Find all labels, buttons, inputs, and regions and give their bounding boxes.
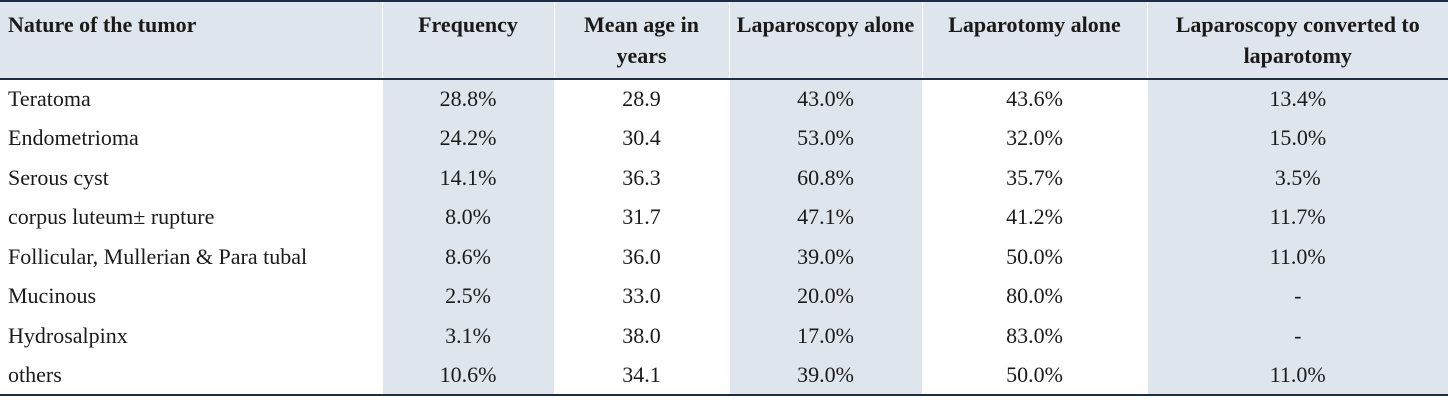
cell-converted: - xyxy=(1146,316,1448,356)
cell-mean-age: 30.4 xyxy=(553,118,729,158)
header-laparoscopy-alone: Laparoscopy alone xyxy=(728,1,922,79)
table-row: Mucinous 2.5% 33.0 20.0% 80.0% - xyxy=(0,276,1448,316)
cell-laparotomy-alone: 50.0% xyxy=(921,237,1147,277)
cell-converted: - xyxy=(1146,276,1448,316)
header-frequency: Frequency xyxy=(381,1,554,79)
cell-nature: corpus luteum± rupture xyxy=(0,197,382,237)
cell-nature: Mucinous xyxy=(0,276,382,316)
table-row: others 10.6% 34.1 39.0% 50.0% 11.0% xyxy=(0,355,1448,396)
cell-mean-age: 34.1 xyxy=(553,355,729,396)
cell-frequency: 2.5% xyxy=(381,276,554,316)
table-row: corpus luteum± rupture 8.0% 31.7 47.1% 4… xyxy=(0,197,1448,237)
cell-converted: 13.4% xyxy=(1146,79,1448,119)
cell-mean-age: 28.9 xyxy=(553,79,729,119)
cell-frequency: 14.1% xyxy=(381,158,554,198)
cell-nature: Follicular, Mullerian & Para tubal xyxy=(0,237,382,277)
cell-converted: 11.0% xyxy=(1146,355,1448,396)
cell-mean-age: 36.0 xyxy=(553,237,729,277)
cell-laparotomy-alone: 80.0% xyxy=(921,276,1147,316)
cell-frequency: 8.6% xyxy=(381,237,554,277)
cell-frequency: 10.6% xyxy=(381,355,554,396)
cell-laparotomy-alone: 32.0% xyxy=(921,118,1147,158)
cell-laparoscopy-alone: 39.0% xyxy=(728,355,922,396)
table-header: Nature of the tumor Frequency Mean age i… xyxy=(0,1,1448,79)
header-converted: Laparoscopy converted to laparotomy xyxy=(1146,1,1448,79)
header-nature: Nature of the tumor xyxy=(8,12,197,37)
cell-laparotomy-alone: 50.0% xyxy=(921,355,1147,396)
table-row: Endometrioma 24.2% 30.4 53.0% 32.0% 15.0… xyxy=(0,118,1448,158)
cell-laparoscopy-alone: 53.0% xyxy=(728,118,922,158)
cell-mean-age: 36.3 xyxy=(553,158,729,198)
cell-nature: Endometrioma xyxy=(0,118,382,158)
cell-nature: others xyxy=(0,355,382,396)
cell-frequency: 8.0% xyxy=(381,197,554,237)
cell-laparoscopy-alone: 20.0% xyxy=(728,276,922,316)
table-row: Hydrosalpinx 3.1% 38.0 17.0% 83.0% - xyxy=(0,316,1448,356)
cell-nature: Teratoma xyxy=(0,79,382,119)
cell-mean-age: 33.0 xyxy=(553,276,729,316)
cell-frequency: 28.8% xyxy=(381,79,554,119)
table-row: Serous cyst 14.1% 36.3 60.8% 35.7% 3.5% xyxy=(0,158,1448,198)
cell-laparotomy-alone: 43.6% xyxy=(921,79,1147,119)
cell-frequency: 3.1% xyxy=(381,316,554,356)
cell-laparoscopy-alone: 60.8% xyxy=(728,158,922,198)
cell-converted: 11.7% xyxy=(1146,197,1448,237)
cell-laparotomy-alone: 83.0% xyxy=(921,316,1147,356)
header-mean-age: Mean age in years xyxy=(553,1,729,79)
cell-mean-age: 38.0 xyxy=(553,316,729,356)
cell-laparoscopy-alone: 43.0% xyxy=(728,79,922,119)
cell-frequency: 24.2% xyxy=(381,118,554,158)
cell-nature: Serous cyst xyxy=(0,158,382,198)
cell-converted: 15.0% xyxy=(1146,118,1448,158)
cell-converted: 3.5% xyxy=(1146,158,1448,198)
cell-laparotomy-alone: 35.7% xyxy=(921,158,1147,198)
cell-laparoscopy-alone: 47.1% xyxy=(728,197,922,237)
cell-laparoscopy-alone: 17.0% xyxy=(728,316,922,356)
header-row: Nature of the tumor Frequency Mean age i… xyxy=(0,1,1448,79)
table-row: Teratoma 28.8% 28.9 43.0% 43.6% 13.4% xyxy=(0,79,1448,119)
cell-mean-age: 31.7 xyxy=(553,197,729,237)
cell-converted: 11.0% xyxy=(1146,237,1448,277)
cell-laparoscopy-alone: 39.0% xyxy=(728,237,922,277)
cell-nature: Hydrosalpinx xyxy=(0,316,382,356)
table-body: Teratoma 28.8% 28.9 43.0% 43.6% 13.4% En… xyxy=(0,79,1448,396)
table-row: Follicular, Mullerian & Para tubal 8.6% … xyxy=(0,237,1448,277)
header-laparotomy-alone: Laparotomy alone xyxy=(921,1,1147,79)
cell-laparotomy-alone: 41.2% xyxy=(921,197,1147,237)
